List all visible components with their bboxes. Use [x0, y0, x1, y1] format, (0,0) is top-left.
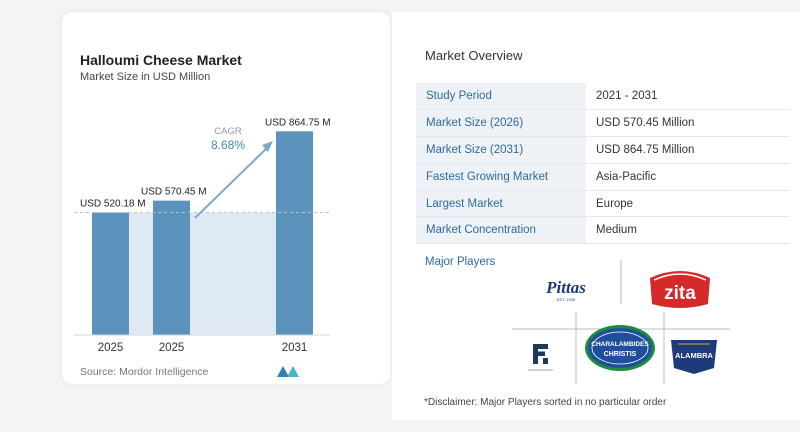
overview-row-label: Largest Market	[416, 190, 586, 218]
e-logo	[528, 344, 553, 371]
zita-logo: zita	[650, 271, 710, 308]
major-players-logos: Pittas EST. 1939 zita CHARALAMBIDES CHRI…	[512, 260, 730, 384]
disclaimer: *Disclaimer: Major Players sorted in no …	[424, 397, 667, 408]
overview-row: Market Size (2031) USD 864.75 Million	[416, 136, 790, 164]
overview-row-value: Asia-Pacific	[586, 163, 790, 191]
tick-label: 2031	[282, 342, 308, 354]
christis-logo-text: CHRISTIS	[604, 351, 637, 358]
overview-row: Market Size (2026) USD 570.45 Million	[416, 109, 790, 138]
bar	[92, 212, 129, 335]
chart-subtitle: Market Size in USD Million	[80, 71, 211, 83]
overview-title: Market Overview	[425, 48, 523, 63]
overview-row-label: Market Size (2026)	[416, 109, 586, 138]
mordor-intelligence-logo	[277, 366, 299, 377]
tick-label: 2025	[98, 342, 124, 354]
bar	[276, 131, 313, 335]
reference-band	[129, 212, 276, 335]
data-label: USD 864.75 M	[265, 117, 331, 128]
overview-row-label: Study Period	[416, 83, 586, 111]
overview-table: Study Period 2021 - 2031 Market Size (2026…	[416, 83, 790, 245]
charalambides-logo: CHARALAMBIDES CHRISTIS	[585, 325, 655, 371]
overview-row-label: Market Size (2031)	[416, 136, 586, 164]
overview-row: Study Period 2021 - 2031	[416, 83, 790, 111]
pittas-logo-text: Pittas	[545, 278, 586, 297]
cagr-arrow-head	[262, 141, 273, 152]
source-note: Source: Mordor Intelligence	[80, 366, 209, 378]
chart-title: Halloumi Cheese Market	[80, 52, 242, 68]
overview-row-label: Market Concentration	[416, 216, 586, 245]
overview-row-value: Medium	[586, 216, 790, 245]
charalambides-logo-text: CHARALAMBIDES	[591, 341, 649, 348]
bar	[153, 200, 190, 335]
cagr-value: 8.68%	[211, 138, 245, 152]
overview-row: Fastest Growing Market Asia-Pacific	[416, 163, 790, 191]
overview-row: Market Concentration Medium	[416, 216, 790, 245]
overview-row-value: Europe	[586, 190, 790, 218]
zita-logo-text: zita	[664, 283, 696, 304]
pittas-logo: Pittas EST. 1939	[545, 278, 586, 302]
cagr-label: CAGR	[214, 126, 242, 137]
data-label: USD 570.45 M	[141, 187, 207, 198]
overview-row-value: USD 864.75 Million	[586, 136, 790, 164]
data-label: USD 520.18 M	[80, 198, 146, 209]
overview-row-value: 2021 - 2031	[586, 83, 790, 111]
overview-row-label: Fastest Growing Market	[416, 163, 586, 191]
alambra-logo: ALAMBRA	[671, 340, 717, 374]
cagr-arrow-line	[194, 144, 271, 219]
tick-label: 2025	[159, 342, 185, 354]
overview-row: Largest Market Europe	[416, 190, 790, 218]
alambra-logo-text: ALAMBRA	[675, 351, 713, 360]
overview-row-value: USD 570.45 Million	[586, 109, 790, 138]
players-title: Major Players	[425, 256, 496, 268]
pittas-logo-subtext: EST. 1939	[557, 297, 576, 302]
